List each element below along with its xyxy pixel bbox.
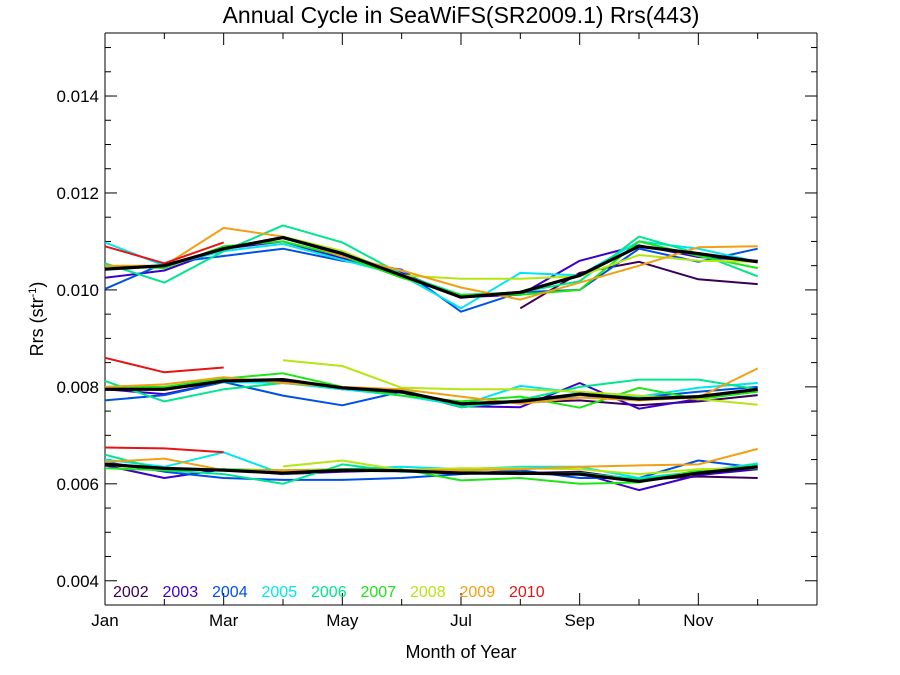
y-tick-label: 0.004: [56, 572, 99, 591]
x-axis-label: Month of Year: [405, 642, 516, 662]
x-tick-label: Mar: [209, 611, 239, 630]
mean-line-band-3: [104, 462, 758, 483]
series-line-2010-band-1: [104, 241, 225, 265]
y-tick-label: 0.006: [56, 475, 99, 494]
legend-entry-2009: 2009: [460, 584, 496, 601]
axis-ticks: [104, 33, 817, 606]
series-lines: [104, 224, 759, 492]
x-tick-label: Jan: [91, 611, 118, 630]
series-line-2002-band-2: [520, 394, 758, 407]
y-axis-label-close: ): [27, 282, 47, 288]
y-axis-label: Rrs (str-1): [27, 282, 47, 357]
series-line-2009-band-3: [104, 447, 758, 472]
series-line-2010-band-2: [104, 356, 224, 374]
mean-lines: [104, 236, 758, 483]
chart-title: Annual Cycle in SeaWiFS(SR2009.1) Rrs(44…: [223, 2, 700, 28]
legend-entry-2006: 2006: [311, 584, 347, 601]
series-line-2004-band-3: [104, 459, 758, 481]
series-line-2009-band-1: [105, 226, 758, 301]
legend-entry-2002: 2002: [113, 584, 149, 601]
y-tick-label: 0.014: [56, 87, 99, 106]
x-tick-labels: Jan Mar May Jul Sep Nov: [91, 611, 714, 630]
series-line-2004-band-1: [104, 247, 758, 313]
series-line-2010-band-3: [104, 446, 224, 454]
plot-frame: [104, 32, 818, 606]
legend-entry-2004: 2004: [212, 584, 248, 601]
y-axis-label-main: Rrs (str: [27, 297, 47, 356]
series-line-2007-band-2: [105, 372, 758, 409]
series-line-2005-band-1: [104, 240, 758, 310]
legend: 2002 2003 2004 2005 2006 2007 2008 2009 2010: [113, 584, 545, 601]
y-tick-labels: 0.004 0.006 0.008 0.010 0.012 0.014: [56, 87, 99, 591]
mean-line-band-2: [105, 378, 758, 406]
y-tick-label: 0.010: [56, 281, 99, 300]
x-tick-label: Jul: [450, 611, 472, 630]
y-axis-label-superscript: -1: [27, 288, 39, 298]
legend-entry-2008: 2008: [410, 584, 446, 601]
legend-entry-2003: 2003: [163, 584, 199, 601]
legend-entry-2005: 2005: [262, 584, 298, 601]
x-tick-label: May: [326, 611, 359, 630]
y-tick-label: 0.012: [56, 184, 99, 203]
y-tick-label: 0.008: [56, 378, 99, 397]
legend-entry-2010: 2010: [509, 584, 545, 601]
mean-line-band-1: [104, 236, 758, 299]
legend-entry-2007: 2007: [361, 584, 397, 601]
x-tick-label: Sep: [565, 611, 595, 630]
x-tick-label: Nov: [683, 611, 714, 630]
